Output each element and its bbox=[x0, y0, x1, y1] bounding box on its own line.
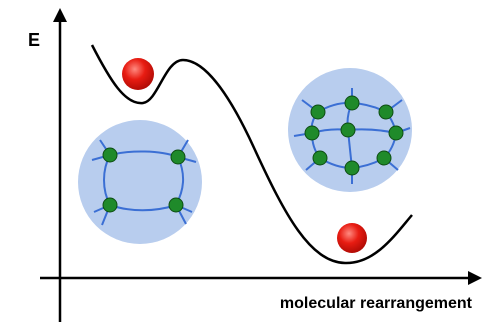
state-ball bbox=[122, 58, 154, 90]
network-loose bbox=[78, 120, 202, 244]
y-label: E bbox=[28, 30, 40, 50]
state-ball bbox=[337, 223, 367, 253]
x-arrow bbox=[468, 271, 482, 285]
diagram: E molecular rearrangement bbox=[0, 0, 488, 324]
network-dense bbox=[288, 68, 412, 192]
x-label: molecular rearrangement bbox=[280, 295, 473, 312]
y-arrow bbox=[53, 8, 67, 22]
